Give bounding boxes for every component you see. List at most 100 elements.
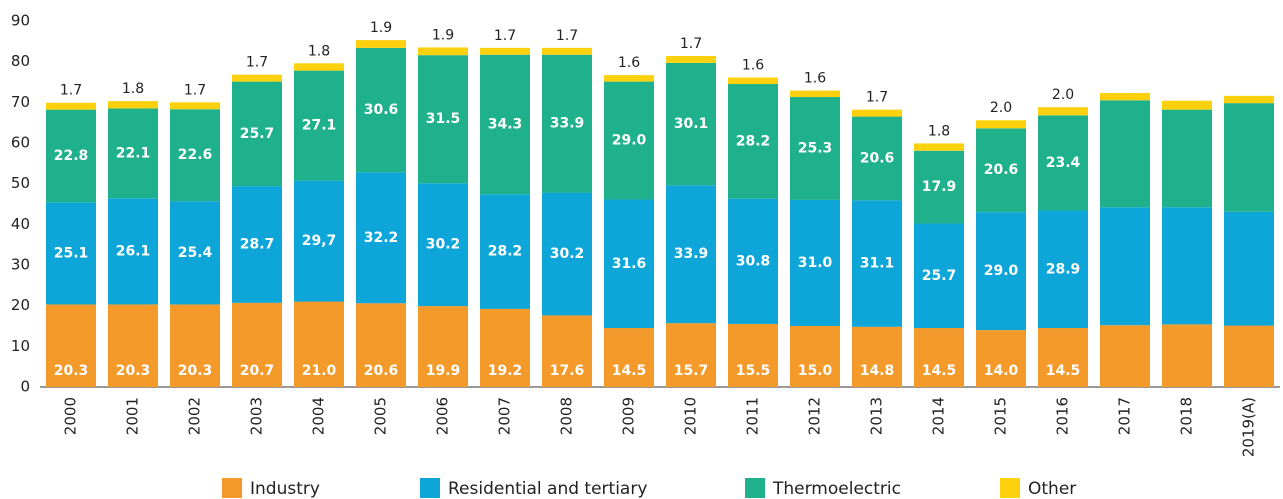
bar-segment bbox=[356, 303, 406, 387]
bar-segment bbox=[914, 328, 964, 387]
value-label: 25.7 bbox=[922, 268, 957, 284]
bar-segment bbox=[852, 116, 902, 201]
bar-segment bbox=[1162, 207, 1212, 325]
value-label: 33.9 bbox=[674, 246, 709, 262]
bar-segment bbox=[232, 302, 282, 387]
bar-segment bbox=[294, 63, 344, 71]
bar-segment bbox=[46, 304, 96, 387]
bar-segment bbox=[170, 201, 220, 305]
value-label: 22.8 bbox=[54, 148, 89, 164]
x-tick-label: 2004 bbox=[310, 397, 328, 435]
value-label: 30.8 bbox=[736, 253, 771, 269]
value-label: 20.7 bbox=[240, 363, 275, 379]
y-tick-label: 40 bbox=[11, 215, 30, 233]
value-label: 1.7 bbox=[494, 28, 516, 44]
value-label: 28.9 bbox=[1046, 261, 1081, 277]
y-tick-label: 60 bbox=[11, 134, 30, 152]
value-label: 2.0 bbox=[1052, 87, 1074, 103]
bar-segment bbox=[294, 70, 344, 181]
legend-label: Other bbox=[1028, 479, 1076, 499]
x-tick-label: 2001 bbox=[124, 397, 142, 435]
bar-segment bbox=[790, 199, 840, 326]
value-label: 31.1 bbox=[860, 256, 895, 272]
value-label: 2.0 bbox=[990, 100, 1012, 116]
bar-segment bbox=[976, 330, 1026, 387]
bar-segment bbox=[1100, 100, 1150, 208]
value-label: 1.7 bbox=[556, 28, 578, 44]
y-tick-label: 90 bbox=[11, 12, 30, 30]
value-label: 25.4 bbox=[178, 245, 213, 261]
value-label: 20.6 bbox=[364, 363, 399, 379]
bar-segment bbox=[170, 102, 220, 110]
legend-swatch bbox=[745, 478, 765, 498]
value-label: 30.1 bbox=[674, 116, 709, 132]
bar-segment bbox=[728, 323, 778, 387]
value-label: 17.6 bbox=[550, 363, 585, 379]
bar-segment bbox=[480, 194, 530, 309]
bar-segment bbox=[914, 143, 964, 151]
legend-label: Residential and tertiary bbox=[448, 479, 647, 499]
bar-segment bbox=[976, 120, 1026, 129]
value-label: 31.0 bbox=[798, 255, 833, 271]
y-tick-label: 20 bbox=[11, 296, 30, 314]
bar-segment bbox=[976, 128, 1026, 213]
value-label: 1.8 bbox=[308, 43, 330, 59]
bar-segment bbox=[914, 150, 964, 224]
value-label: 14.5 bbox=[612, 363, 647, 379]
bar-segment bbox=[1038, 328, 1088, 387]
value-label: 20.6 bbox=[860, 150, 895, 166]
value-label: 28.2 bbox=[488, 244, 523, 260]
bar-segment bbox=[232, 81, 282, 187]
bar-segment bbox=[170, 304, 220, 387]
bar-segment bbox=[542, 315, 592, 387]
value-label: 14.0 bbox=[984, 363, 1019, 379]
x-tick-label: 2007 bbox=[496, 397, 514, 435]
value-label: 1.7 bbox=[246, 55, 268, 71]
bar-segment bbox=[976, 212, 1026, 331]
legend-label: Industry bbox=[250, 479, 320, 499]
bar-segment bbox=[1038, 115, 1088, 211]
value-label: 20.3 bbox=[116, 363, 151, 379]
bar-segment bbox=[108, 101, 158, 109]
legend-label: Thermoelectric bbox=[772, 479, 901, 499]
bar-segment bbox=[604, 75, 654, 82]
bar-segment bbox=[542, 54, 592, 193]
bar-segment bbox=[852, 326, 902, 387]
x-tick-label: 2013 bbox=[868, 397, 886, 435]
bar-segment bbox=[666, 55, 716, 63]
value-label: 20.3 bbox=[54, 363, 89, 379]
bar-segment bbox=[790, 90, 840, 98]
value-label: 29,7 bbox=[302, 233, 337, 249]
bar-segment bbox=[232, 74, 282, 82]
legend-swatch bbox=[1000, 478, 1020, 498]
x-tick-label: 2009 bbox=[620, 397, 638, 435]
value-label: 26.1 bbox=[116, 243, 151, 259]
bar-segment bbox=[46, 109, 96, 203]
bar-segment bbox=[108, 198, 158, 305]
value-label: 33.9 bbox=[550, 116, 585, 132]
bar-segment bbox=[666, 62, 716, 186]
value-label: 31.6 bbox=[612, 256, 647, 272]
legend-swatch bbox=[222, 478, 242, 498]
bar-segment bbox=[46, 202, 96, 305]
bar-segment bbox=[542, 192, 592, 316]
value-label: 28.2 bbox=[736, 133, 771, 149]
x-tick-label: 2003 bbox=[248, 397, 266, 435]
value-label: 22.1 bbox=[116, 145, 151, 161]
value-label: 14.5 bbox=[1046, 363, 1081, 379]
bar-segment bbox=[170, 109, 220, 202]
x-tick-label: 2018 bbox=[1178, 397, 1196, 435]
bar-segment bbox=[914, 223, 964, 329]
y-tick-label: 30 bbox=[11, 256, 30, 274]
bar-segment bbox=[666, 323, 716, 387]
bar-segment bbox=[1162, 324, 1212, 387]
value-label: 14.5 bbox=[922, 363, 957, 379]
value-label: 1.6 bbox=[618, 55, 640, 71]
value-label: 1.8 bbox=[928, 123, 950, 139]
value-label: 30.6 bbox=[364, 102, 399, 118]
value-label: 1.9 bbox=[432, 27, 454, 43]
value-label: 21.0 bbox=[302, 363, 337, 379]
value-label: 1.6 bbox=[804, 71, 826, 87]
bar-segment bbox=[1162, 100, 1212, 110]
